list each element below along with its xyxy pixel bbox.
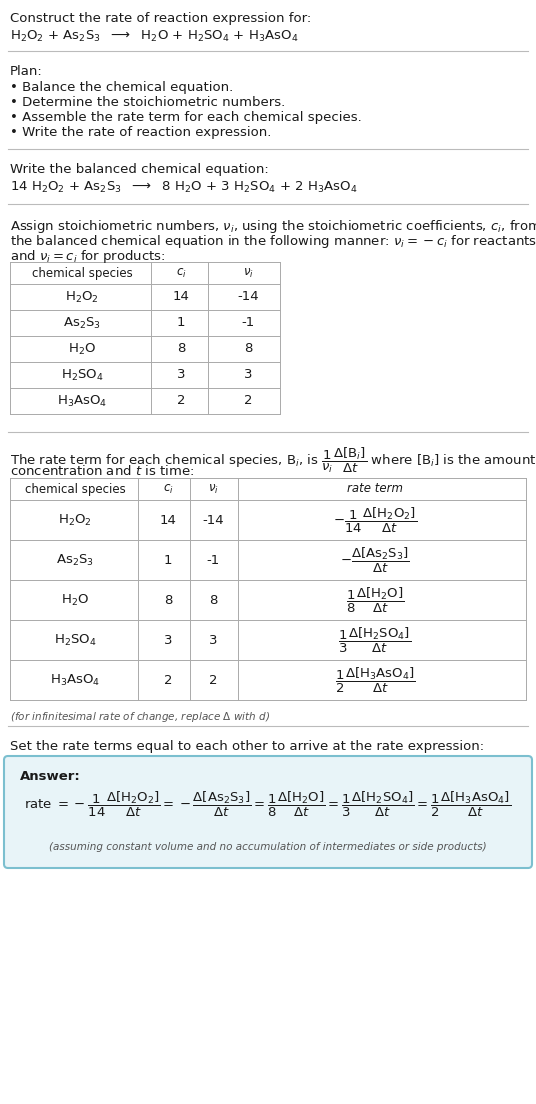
Text: 14: 14: [160, 513, 176, 527]
Text: 8: 8: [209, 594, 217, 606]
Text: -14: -14: [237, 290, 259, 304]
Text: $\mathregular{H_3AsO_4}$: $\mathregular{H_3AsO_4}$: [57, 393, 107, 408]
Text: $c_i$: $c_i$: [162, 482, 173, 496]
Text: 14 $\mathregular{H_2O_2}$ + $\mathregular{As_2S_3}$  $\longrightarrow$  8 $\math: 14 $\mathregular{H_2O_2}$ + $\mathregula…: [10, 180, 358, 195]
Text: • Determine the stoichiometric numbers.: • Determine the stoichiometric numbers.: [10, 96, 285, 109]
Text: $\nu_i$: $\nu_i$: [207, 482, 218, 496]
Text: $\dfrac{1}{8}\dfrac{\Delta[\mathrm{H_2O}]}{\Delta t}$: $\dfrac{1}{8}\dfrac{\Delta[\mathrm{H_2O}…: [346, 585, 404, 615]
Text: $\nu_i$: $\nu_i$: [243, 266, 254, 279]
Text: chemical species: chemical species: [25, 482, 125, 496]
Text: 8: 8: [244, 342, 252, 355]
Text: Plan:: Plan:: [10, 65, 43, 78]
Text: $\mathregular{H_2O}$: $\mathregular{H_2O}$: [61, 593, 89, 607]
Text: $\mathregular{H_3AsO_4}$: $\mathregular{H_3AsO_4}$: [50, 672, 100, 688]
Text: • Assemble the rate term for each chemical species.: • Assemble the rate term for each chemic…: [10, 112, 362, 124]
Text: $\mathregular{As_2S_3}$: $\mathregular{As_2S_3}$: [56, 552, 94, 567]
Text: 2: 2: [177, 394, 185, 407]
FancyBboxPatch shape: [4, 756, 532, 868]
Text: $\mathregular{As_2S_3}$: $\mathregular{As_2S_3}$: [63, 316, 101, 330]
Text: Set the rate terms equal to each other to arrive at the rate expression:: Set the rate terms equal to each other t…: [10, 740, 484, 753]
Text: $\dfrac{1}{2}\dfrac{\Delta[\mathrm{H_3AsO_4}]}{\Delta t}$: $\dfrac{1}{2}\dfrac{\Delta[\mathrm{H_3As…: [334, 666, 415, 694]
Text: $\dfrac{1}{3}\dfrac{\Delta[\mathrm{H_2SO_4}]}{\Delta t}$: $\dfrac{1}{3}\dfrac{\Delta[\mathrm{H_2SO…: [338, 625, 412, 655]
Text: $\mathregular{H_2O}$: $\mathregular{H_2O}$: [68, 341, 96, 357]
Text: and $\nu_i = c_i$ for products:: and $\nu_i = c_i$ for products:: [10, 248, 166, 265]
Text: 3: 3: [244, 369, 252, 382]
Text: 2: 2: [209, 673, 217, 687]
Text: 3: 3: [209, 634, 217, 647]
Text: $\mathregular{H_2SO_4}$: $\mathregular{H_2SO_4}$: [54, 633, 96, 648]
Text: 3: 3: [177, 369, 185, 382]
Text: • Balance the chemical equation.: • Balance the chemical equation.: [10, 81, 233, 94]
Text: 8: 8: [164, 594, 172, 606]
Text: -14: -14: [202, 513, 224, 527]
Text: 3: 3: [164, 634, 172, 647]
Text: 1: 1: [164, 553, 172, 566]
Text: Assign stoichiometric numbers, $\nu_i$, using the stoichiometric coefficients, $: Assign stoichiometric numbers, $\nu_i$, …: [10, 217, 536, 235]
Text: -1: -1: [206, 553, 220, 566]
Text: the balanced chemical equation in the following manner: $\nu_i = -c_i$ for react: the balanced chemical equation in the fo…: [10, 233, 536, 250]
Text: chemical species: chemical species: [32, 266, 132, 279]
Text: 2: 2: [244, 394, 252, 407]
Text: $\mathregular{H_2SO_4}$: $\mathregular{H_2SO_4}$: [61, 368, 103, 383]
Text: $\mathregular{H_2O_2}$ + $\mathregular{As_2S_3}$  $\longrightarrow$  $\mathregul: $\mathregular{H_2O_2}$ + $\mathregular{A…: [10, 29, 299, 44]
Text: (for infinitesimal rate of change, replace $\Delta$ with $d$): (for infinitesimal rate of change, repla…: [10, 710, 270, 724]
Text: (assuming constant volume and no accumulation of intermediates or side products): (assuming constant volume and no accumul…: [49, 842, 487, 852]
Text: rate term: rate term: [347, 482, 403, 496]
Text: $-\dfrac{\Delta[\mathrm{As_2S_3}]}{\Delta t}$: $-\dfrac{\Delta[\mathrm{As_2S_3}]}{\Delt…: [340, 545, 410, 574]
Text: The rate term for each chemical species, $\mathrm{B}_i$, is $\dfrac{1}{\nu_i}\df: The rate term for each chemical species,…: [10, 446, 536, 476]
Text: Answer:: Answer:: [20, 769, 81, 783]
Text: $c_i$: $c_i$: [176, 266, 187, 279]
Text: Write the balanced chemical equation:: Write the balanced chemical equation:: [10, 163, 269, 176]
Text: Construct the rate of reaction expression for:: Construct the rate of reaction expressio…: [10, 12, 311, 25]
Text: $\mathregular{H_2O_2}$: $\mathregular{H_2O_2}$: [58, 512, 92, 528]
Text: $-\dfrac{1}{14}\dfrac{\Delta[\mathrm{H_2O_2}]}{\Delta t}$: $-\dfrac{1}{14}\dfrac{\Delta[\mathrm{H_2…: [333, 506, 417, 534]
Text: rate $= -\dfrac{1}{14}\dfrac{\Delta[\mathrm{H_2O_2}]}{\Delta t} = -\dfrac{\Delta: rate $= -\dfrac{1}{14}\dfrac{\Delta[\mat…: [25, 790, 511, 819]
Text: $\mathregular{H_2O_2}$: $\mathregular{H_2O_2}$: [65, 289, 99, 305]
Text: 14: 14: [173, 290, 189, 304]
Text: 8: 8: [177, 342, 185, 355]
Text: 1: 1: [177, 317, 185, 329]
Text: 2: 2: [164, 673, 172, 687]
Text: • Write the rate of reaction expression.: • Write the rate of reaction expression.: [10, 126, 271, 139]
Text: concentration and $t$ is time:: concentration and $t$ is time:: [10, 464, 194, 478]
Text: -1: -1: [241, 317, 255, 329]
